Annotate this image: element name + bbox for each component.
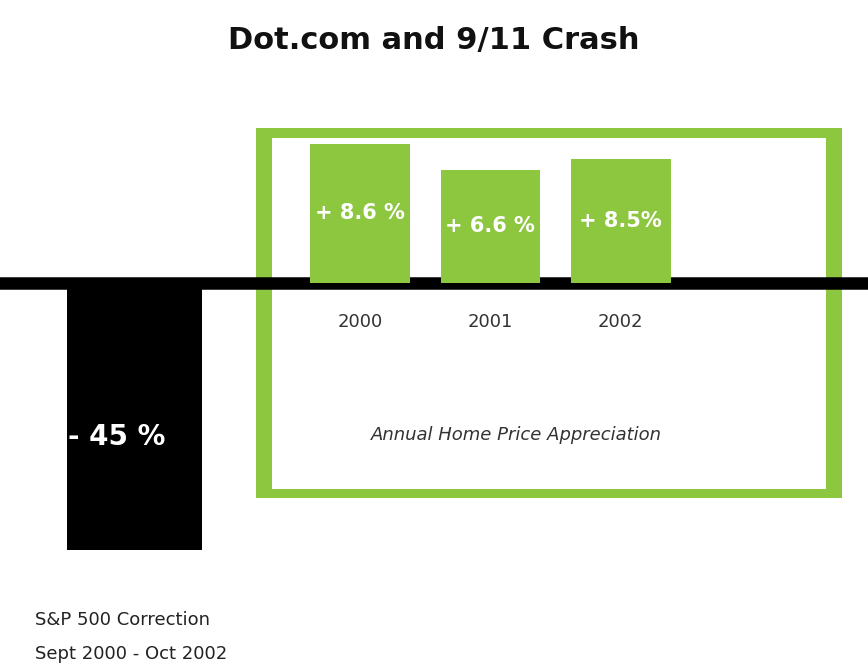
Bar: [256, 128, 842, 498]
Bar: [68, 283, 201, 550]
Text: + 6.6 %: + 6.6 %: [445, 216, 536, 236]
Bar: [570, 159, 670, 283]
Text: S&P 500 Correction: S&P 500 Correction: [35, 611, 210, 629]
Text: - 45 %: - 45 %: [68, 423, 165, 451]
Text: Annual Home Price Appreciation: Annual Home Price Appreciation: [371, 426, 662, 444]
Bar: [440, 170, 540, 283]
Text: 2000: 2000: [338, 313, 383, 331]
Text: Sept 2000 - Oct 2002: Sept 2000 - Oct 2002: [35, 645, 227, 663]
Text: Dot.com and 9/11 Crash: Dot.com and 9/11 Crash: [228, 25, 640, 55]
Text: + 8.6 %: + 8.6 %: [315, 203, 405, 223]
Text: 2001: 2001: [468, 313, 513, 331]
Bar: [272, 138, 826, 489]
Bar: [311, 144, 410, 283]
Text: + 8.5%: + 8.5%: [579, 211, 662, 231]
Text: 2002: 2002: [598, 313, 643, 331]
